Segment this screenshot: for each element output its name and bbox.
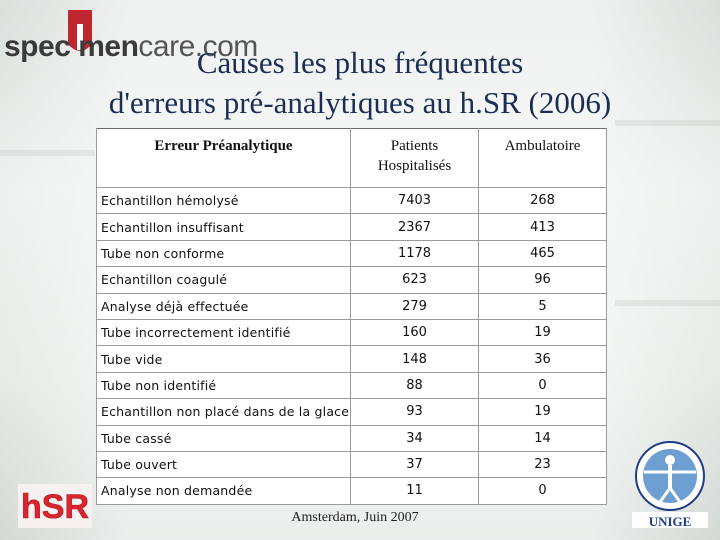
- row-inpatients: 11: [350, 477, 479, 505]
- row-label: Tube incorrectement identifié: [96, 318, 351, 347]
- row-label: Tube non conforme: [96, 239, 351, 268]
- unige-logo-text: UNIGE: [649, 514, 692, 529]
- row-label: Tube ouvert: [96, 450, 351, 479]
- row-inpatients: 88: [350, 371, 479, 400]
- table-row: Echantillon non placé dans de la glace 93…: [96, 398, 607, 426]
- header-outpatients: Ambulatoire: [478, 128, 607, 188]
- footer-location-date: Amsterdam, Juin 2007: [291, 510, 419, 525]
- row-outpatients: 413: [478, 213, 607, 241]
- slide-title-line1: Causes les plus fréquentes: [196, 45, 524, 80]
- row-label: Echantillon hémolysé: [96, 186, 351, 215]
- header-error: Erreur Préanalytique: [96, 128, 351, 188]
- specimencare-logo-mark: [68, 10, 92, 51]
- table-row: Tube incorrectement identifié 160 19: [96, 318, 607, 347]
- table-row: Tube ouvert 37 23: [96, 450, 607, 479]
- table-row: Echantillon hémolysé 7403 268: [96, 186, 607, 215]
- table-row: Tube cassé 34 14: [96, 424, 607, 452]
- background-shelf: [615, 120, 720, 126]
- table-row: Tube vide 148 36: [96, 345, 607, 373]
- row-inpatients: 7403: [350, 186, 479, 215]
- row-inpatients: 1178: [350, 239, 479, 268]
- row-label: Tube non identifié: [96, 371, 351, 400]
- specimencare-logo: specimencare.com: [4, 28, 258, 64]
- row-outpatients: 268: [478, 186, 607, 215]
- row-label: Echantillon non placé dans de la glace: [96, 398, 351, 426]
- table-row: Tube non identifié 88 0: [96, 371, 607, 400]
- table-header-row: Erreur Préanalytique Patients Hospitalis…: [96, 128, 607, 188]
- row-inpatients: 37: [350, 450, 479, 479]
- row-label: Analyse non demandée: [96, 477, 351, 505]
- header-inpatients-line2: Hospitalisés: [377, 158, 452, 174]
- row-inpatients: 160: [350, 318, 479, 347]
- row-outpatients: 14: [478, 424, 607, 452]
- background-shelf: [615, 300, 720, 306]
- row-label: Tube vide: [96, 345, 351, 373]
- row-outpatients: 0: [478, 371, 607, 400]
- logo-text-men: men: [78, 30, 139, 63]
- table-row: Analyse non demandée 11 0: [96, 477, 607, 505]
- row-label: Analyse déjà effectuée: [96, 292, 351, 320]
- header-inpatients: Patients Hospitalisés: [350, 128, 479, 188]
- row-label: Tube cassé: [96, 424, 351, 452]
- row-outpatients: 23: [478, 450, 607, 479]
- unige-logo: UNIGE: [632, 441, 708, 529]
- row-inpatients: 279: [350, 292, 479, 320]
- table-row: Analyse déjà effectuée 279 5: [96, 292, 607, 320]
- logo-text-care: care.com: [138, 30, 258, 63]
- row-outpatients: 36: [478, 345, 607, 373]
- slide-title-line2: d'erreurs pré-analytiques au h.SR (2006): [108, 85, 612, 120]
- table-row: Tube non conforme 1178 465: [96, 239, 607, 268]
- row-inpatients: 93: [350, 398, 479, 426]
- hsr-logo-text: hSR: [21, 488, 89, 526]
- row-inpatients: 2367: [350, 213, 479, 241]
- row-outpatients: 5: [478, 292, 607, 320]
- row-outpatients: 19: [478, 398, 607, 426]
- logo-text-spec: spec: [4, 30, 71, 63]
- row-inpatients: 34: [350, 424, 479, 452]
- table-row: Echantillon coagulé 623 96: [96, 266, 607, 294]
- hsr-logo: hSR: [18, 484, 92, 528]
- row-label: Echantillon insuffisant: [96, 213, 351, 241]
- header-inpatients-line1: Patients: [390, 138, 439, 154]
- row-inpatients: 623: [350, 266, 479, 294]
- row-outpatients: 96: [478, 266, 607, 294]
- background-shelf: [0, 150, 95, 156]
- error-table: Erreur Préanalytique Patients Hospitalis…: [96, 128, 607, 505]
- row-inpatients: 148: [350, 345, 479, 373]
- table-row: Echantillon insuffisant 2367 413: [96, 213, 607, 241]
- row-outpatients: 465: [478, 239, 607, 268]
- row-label: Echantillon coagulé: [96, 266, 351, 294]
- row-outpatients: 0: [478, 477, 607, 505]
- row-outpatients: 19: [478, 318, 607, 347]
